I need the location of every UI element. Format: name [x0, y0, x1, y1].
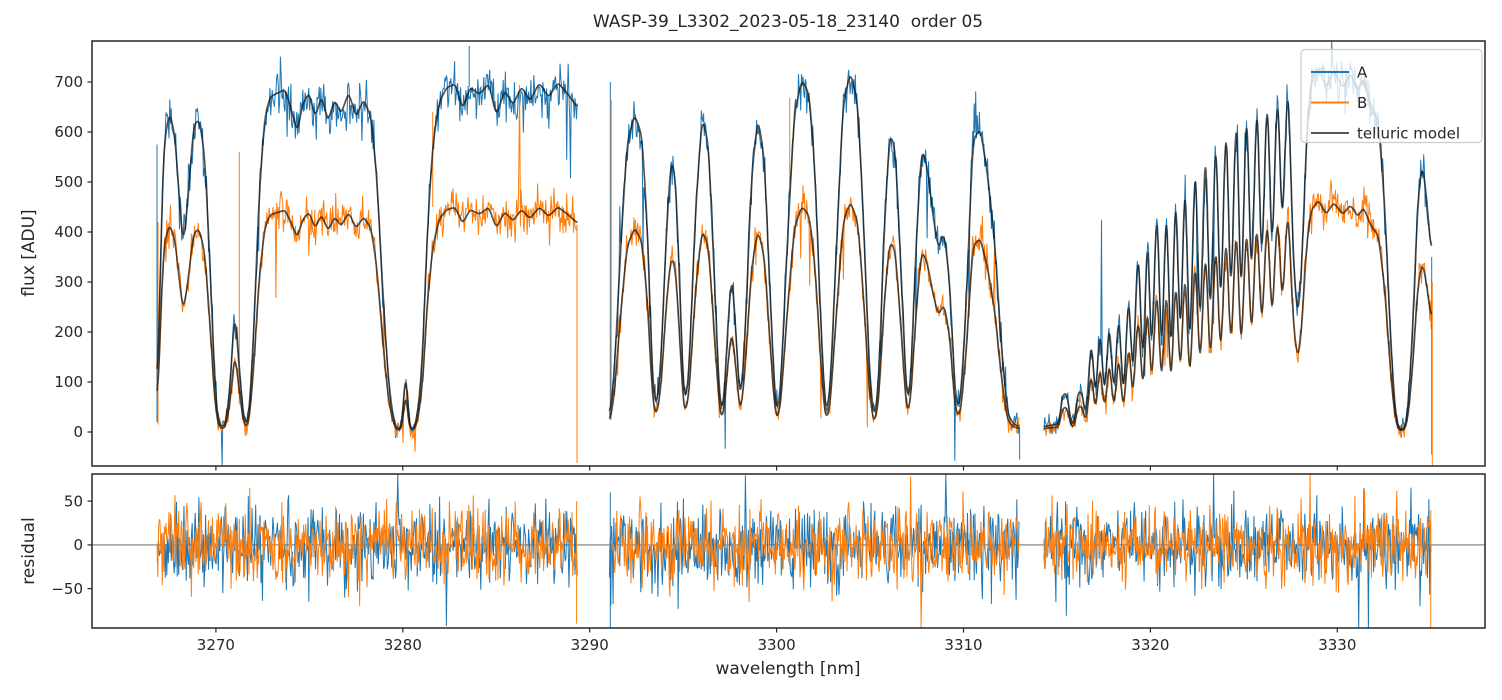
- flux-y-tick-label-700: 700: [54, 73, 83, 91]
- axis-ticks: 3270 3280 3290 3300 3310 3320 3330 0 100 200 300 40…: [51, 73, 1356, 654]
- x-tick-label-3270: 3270: [197, 636, 235, 654]
- y-axis-label-flux: flux [ADU]: [19, 209, 39, 296]
- telluric-model-line-A: [156, 68, 1433, 430]
- x-tick-label-3320: 3320: [1131, 636, 1169, 654]
- residual-y-tick-label-50: 50: [64, 492, 83, 510]
- residual-panel-frame: [91, 473, 1486, 629]
- flux-y-tick-label-400: 400: [54, 223, 83, 241]
- residual-y-tick-label-0: 0: [73, 536, 83, 554]
- flux-y-tick-label-100: 100: [54, 373, 83, 391]
- legend-label-telluric-model: telluric model: [1357, 124, 1460, 142]
- flux-y-tick-label-500: 500: [54, 173, 83, 191]
- flux-panel-frame: [91, 40, 1486, 467]
- residual-panel-data: [92, 474, 1485, 628]
- y-axis-label-residual: residual: [19, 517, 39, 584]
- x-tick-label-3280: 3280: [384, 636, 422, 654]
- x-tick-label-3330: 3330: [1318, 636, 1356, 654]
- x-tick-label-3310: 3310: [944, 636, 982, 654]
- flux-y-tick-label-300: 300: [54, 273, 83, 291]
- x-tick-label-3300: 3300: [758, 636, 796, 654]
- residual-y-tick-label--50: −50: [51, 580, 83, 598]
- chart-title: WASP-39_L3302_2023-05-18_23140 order 05: [593, 12, 983, 32]
- x-axis-label: wavelength [nm]: [715, 659, 860, 679]
- flux-y-tick-label-600: 600: [54, 123, 83, 141]
- flux-y-tick-label-200: 200: [54, 323, 83, 341]
- legend-label-A: A: [1357, 63, 1368, 81]
- flux-y-tick-label-0: 0: [73, 423, 83, 441]
- x-tick-label-3290: 3290: [571, 636, 609, 654]
- legend-label-B: B: [1357, 94, 1367, 112]
- telluric-model-line-B: [156, 201, 1433, 431]
- flux-panel-data: [156, 41, 1433, 466]
- series-B-residual-line: [156, 474, 1432, 628]
